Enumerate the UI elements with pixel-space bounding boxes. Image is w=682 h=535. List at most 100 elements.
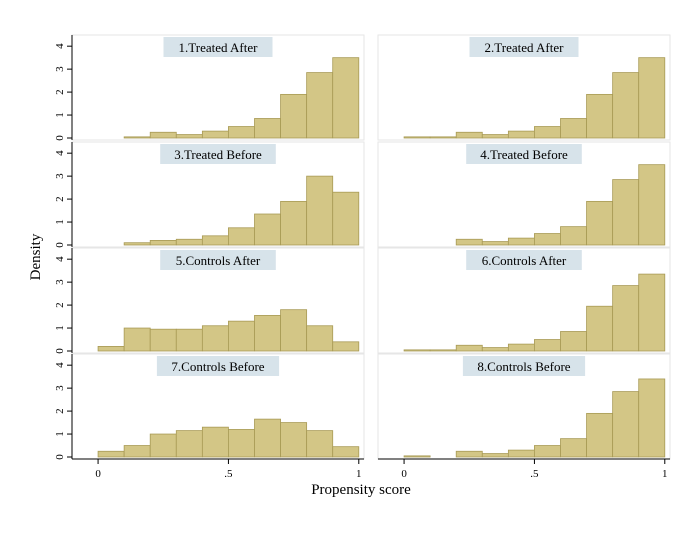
y-tick-label: 0 [54, 348, 66, 354]
histogram-bar [507, 343, 535, 352]
histogram-bar [306, 175, 334, 246]
histogram-bar [175, 430, 203, 458]
histogram-bar [123, 445, 151, 458]
panel-5: 5.Controls After [71, 247, 365, 354]
histogram-bar [254, 118, 281, 139]
y-tick-label: 3 [54, 385, 66, 391]
histogram-bar [332, 341, 360, 352]
histogram-bar [228, 320, 255, 352]
y-tick-label: 1 [54, 431, 66, 437]
histogram-bar [201, 235, 229, 246]
panel-title-banner [462, 356, 586, 376]
x-tick-label: 0 [95, 468, 101, 480]
histogram-bar [586, 200, 614, 246]
histogram-bar [455, 131, 483, 139]
panel-title: 1.Treated After [179, 40, 259, 55]
panel-title: 7.Controls Before [171, 359, 264, 374]
histogram-bar [612, 391, 640, 458]
histogram-bar [560, 118, 587, 139]
histogram-bar [97, 450, 125, 458]
histogram-bar [534, 126, 561, 139]
histogram-bar [123, 136, 151, 139]
histogram-bar [455, 238, 483, 246]
panel-title-banner [466, 250, 582, 270]
y-tick-label: 4 [54, 150, 66, 156]
panel-title: 8.Controls Before [477, 359, 570, 374]
histogram-bar [97, 346, 125, 352]
panel-8: 8.Controls Before [377, 353, 671, 460]
histogram-bar [481, 347, 509, 352]
histogram-bar [481, 241, 509, 246]
histogram-bar [201, 325, 229, 352]
panel-title-banner [163, 37, 273, 57]
histogram-bar [560, 331, 587, 352]
histogram-bar [455, 344, 483, 352]
panel-1: 1.Treated After [71, 34, 365, 141]
histogram-bar [638, 378, 666, 458]
histogram-bar [560, 226, 587, 246]
histogram-bar [280, 309, 308, 352]
y-tick-label: 3 [54, 66, 66, 72]
y-tick-label: 2 [54, 408, 66, 414]
histogram-bar [280, 93, 308, 139]
histogram-bar [586, 412, 614, 458]
y-tick-label: 2 [54, 302, 66, 308]
y-tick-label: 1 [54, 112, 66, 118]
histogram-bar [175, 134, 203, 139]
y-axis-title: Density [28, 233, 44, 280]
histogram-bar [306, 430, 334, 458]
histogram-bar [403, 349, 431, 352]
histogram-bar [306, 72, 334, 139]
histogram-bar [332, 191, 360, 246]
histogram-bar [254, 418, 281, 458]
y-tick-label: 1 [54, 325, 66, 331]
histogram-bar [332, 446, 360, 458]
histogram-bar [123, 327, 151, 352]
panel-4: 4.Treated Before [377, 141, 671, 248]
histogram-bar [455, 450, 483, 458]
panel-6: 6.Controls After [377, 247, 671, 354]
histogram-bar [638, 273, 666, 352]
panel-title: 3.Treated Before [174, 147, 262, 162]
y-tick-label: 0 [54, 454, 66, 460]
histogram-bar [306, 325, 334, 352]
panel-title: 2.Treated After [485, 40, 565, 55]
y-tick-label: 4 [54, 43, 66, 49]
histogram-bar [560, 438, 587, 458]
y-tick-label: 2 [54, 196, 66, 202]
histogram-bar [254, 213, 281, 246]
histogram-bar [175, 238, 203, 246]
histogram-bar [149, 131, 177, 139]
histogram-bar [228, 126, 255, 139]
histogram-bar [534, 339, 561, 352]
y-tick-label: 4 [54, 256, 66, 262]
histogram-bar [280, 200, 308, 246]
x-tick-label: 1 [356, 468, 362, 480]
histogram-bar [149, 328, 177, 352]
histogram-bar [201, 130, 229, 139]
histogram-bar [123, 242, 151, 246]
histogram-bar [481, 134, 509, 139]
x-tick-label: .5 [530, 468, 539, 480]
y-tick-label: 0 [54, 242, 66, 248]
histogram-bar [507, 237, 535, 246]
x-axis-title: Propensity score [311, 482, 411, 498]
histogram-bar [228, 227, 255, 246]
panel-title-banner [466, 144, 582, 164]
histogram-bar [429, 136, 457, 139]
histogram-bar [429, 349, 457, 352]
y-tick-label: 3 [54, 173, 66, 179]
panel-7: 7.Controls Before [71, 353, 365, 460]
histogram-bar [638, 57, 666, 139]
histogram-bar [507, 130, 535, 139]
x-tick-label: 0 [401, 468, 407, 480]
histogram-bar [586, 305, 614, 352]
y-tick-label: 1 [54, 219, 66, 225]
histogram-bar [403, 136, 431, 139]
histogram-bar [403, 455, 431, 458]
histogram-bar [149, 433, 177, 458]
panel-title-banner [160, 250, 276, 270]
panel-3: 3.Treated Before [71, 141, 365, 248]
panel-title: 4.Treated Before [480, 147, 568, 162]
